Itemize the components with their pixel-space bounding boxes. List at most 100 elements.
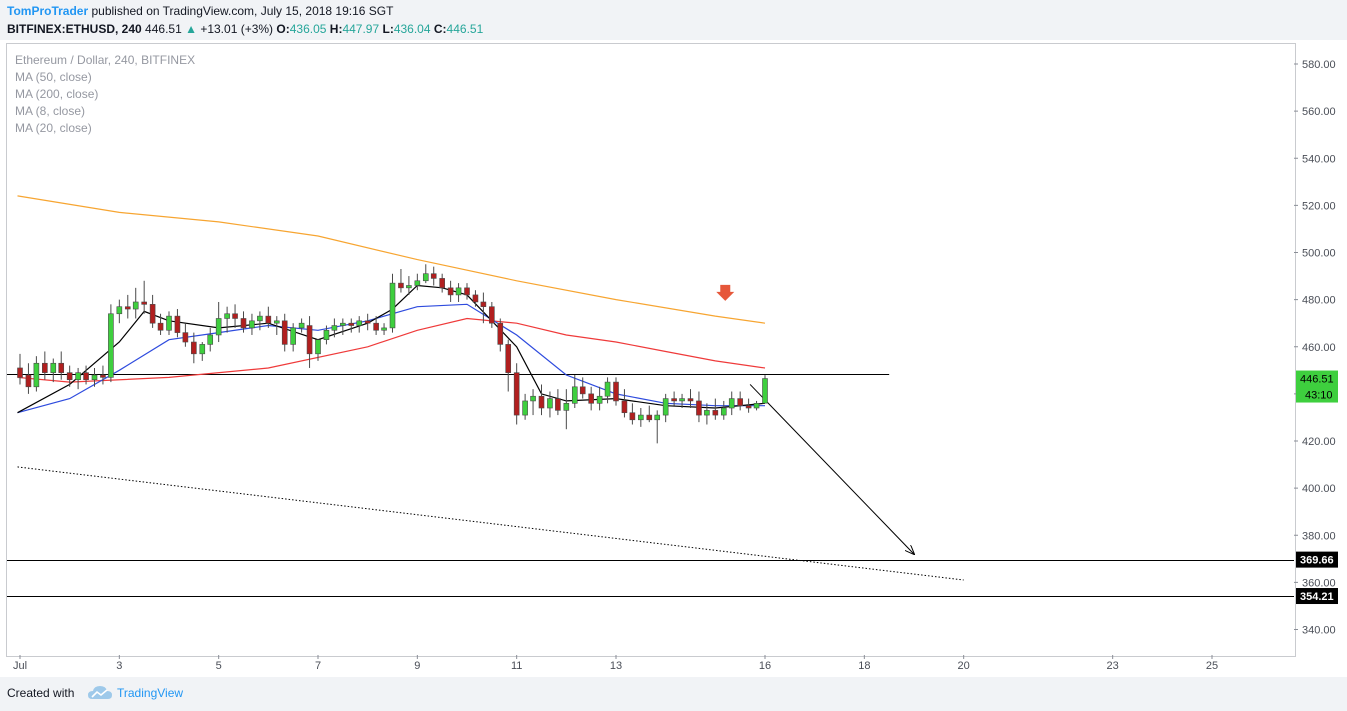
- candle-body: [290, 327, 296, 345]
- candle-body: [430, 273, 437, 279]
- candle-body: [398, 282, 404, 289]
- candle-body: [298, 322, 305, 329]
- open-value: 436.05: [289, 22, 327, 36]
- x-tick-label: 16: [759, 660, 771, 672]
- candle-body: [753, 402, 760, 409]
- candle-body: [646, 414, 653, 421]
- change-value: +13.01 (+3%): [200, 22, 274, 36]
- legend-title[interactable]: Ethereum / Dollar, 240, BITFINEX: [15, 53, 196, 67]
- candle-body: [364, 320, 371, 324]
- candle-body: [530, 395, 536, 402]
- candle-body: [638, 414, 644, 421]
- candle-body: [25, 374, 32, 388]
- candle-body: [555, 398, 561, 411]
- tradingview-link[interactable]: TradingView: [117, 686, 184, 700]
- price-level-label: 354.21: [1300, 591, 1334, 603]
- candle-body: [513, 372, 520, 416]
- candle-body: [348, 322, 355, 326]
- price-level-label: 369.66: [1300, 555, 1334, 567]
- y-tick-label: 340.00: [1302, 625, 1336, 637]
- down-arrow-marker-icon: [716, 284, 735, 301]
- candle-body: [406, 285, 412, 289]
- candle-body: [340, 322, 346, 326]
- tradingview-cloud-icon[interactable]: [88, 685, 112, 706]
- candle-body: [141, 301, 147, 305]
- up-arrow-icon: ▲: [185, 22, 197, 36]
- candle-body: [66, 372, 73, 381]
- candle-body: [331, 325, 338, 331]
- x-tick-label: 7: [315, 660, 321, 672]
- last-value: 446.51: [145, 22, 182, 36]
- candle-body: [265, 315, 272, 324]
- x-tick-label: 3: [116, 660, 122, 672]
- candle-body: [579, 386, 586, 395]
- candle-body: [547, 398, 553, 409]
- footer-bar: Created with TradingView: [0, 677, 1347, 711]
- legend-ma200[interactable]: MA (200, close): [15, 87, 99, 101]
- legend-ma50[interactable]: MA (50, close): [15, 70, 92, 84]
- candle-body: [257, 315, 263, 322]
- candle-body: [191, 341, 197, 355]
- last-price-label-bg: [1296, 370, 1338, 403]
- high-label: H:: [329, 22, 343, 36]
- candle-body: [389, 282, 396, 329]
- candle-body: [704, 410, 710, 416]
- dotted-trendline: [17, 466, 964, 581]
- candle-body: [356, 320, 363, 326]
- y-tick-label: 460.00: [1302, 342, 1336, 354]
- candle-body: [621, 400, 628, 414]
- x-tick-label: 9: [414, 660, 420, 672]
- candle-body: [149, 304, 156, 324]
- candle-body: [596, 395, 603, 404]
- candle-body: [108, 313, 114, 378]
- chart-plot-area[interactable]: [6, 43, 1296, 657]
- y-tick-label: 480.00: [1302, 295, 1336, 307]
- moving-average-line: [17, 317, 766, 383]
- y-tick-label: 500.00: [1302, 248, 1336, 260]
- candle-body: [737, 398, 743, 406]
- price-level-label-bg: [1296, 588, 1338, 605]
- candle-body: [489, 306, 495, 324]
- candle-body: [116, 306, 123, 315]
- candle-body: [273, 320, 280, 324]
- candle-body: [522, 400, 528, 416]
- candle-body: [224, 313, 230, 319]
- candle-body: [83, 372, 89, 381]
- candle-body: [671, 398, 677, 402]
- header-bar: TomProTrader published on TradingView.co…: [0, 0, 1347, 40]
- legend-ma8[interactable]: MA (8, close): [15, 104, 86, 118]
- candle-body: [75, 372, 81, 381]
- candle-body: [422, 273, 429, 282]
- candle-body: [166, 315, 172, 331]
- x-tick-label: 20: [958, 660, 970, 672]
- candle-body: [182, 332, 189, 343]
- candle-body: [687, 398, 694, 402]
- y-tick-label: 360.00: [1302, 577, 1336, 589]
- y-tick-label: 560.00: [1302, 106, 1336, 118]
- plot-content: [7, 195, 1294, 597]
- x-tick-label: 25: [1206, 660, 1218, 672]
- candle-body: [414, 280, 421, 286]
- x-tick-label: 18: [858, 660, 870, 672]
- y-tick-label: 420.00: [1302, 436, 1336, 448]
- high-value: 447.97: [342, 22, 380, 36]
- candle-body: [381, 327, 387, 331]
- candle-body: [215, 318, 222, 336]
- candle-body: [720, 407, 727, 416]
- candle-body: [157, 322, 164, 331]
- candle-body: [207, 334, 214, 345]
- candle-body: [306, 325, 313, 355]
- y-tick-label: 520.00: [1302, 200, 1336, 212]
- candle-body: [728, 398, 735, 409]
- open-label: O:: [276, 22, 290, 36]
- author-link[interactable]: TomProTrader: [7, 4, 89, 18]
- candle-body: [464, 287, 470, 296]
- y-tick-label: 380.00: [1302, 530, 1336, 542]
- candle-body: [604, 381, 611, 397]
- legend-ma20[interactable]: MA (20, close): [15, 121, 92, 135]
- candle-body: [439, 278, 445, 289]
- candle-body: [281, 320, 288, 345]
- low-value: 436.04: [393, 22, 431, 36]
- candle-body: [712, 410, 719, 416]
